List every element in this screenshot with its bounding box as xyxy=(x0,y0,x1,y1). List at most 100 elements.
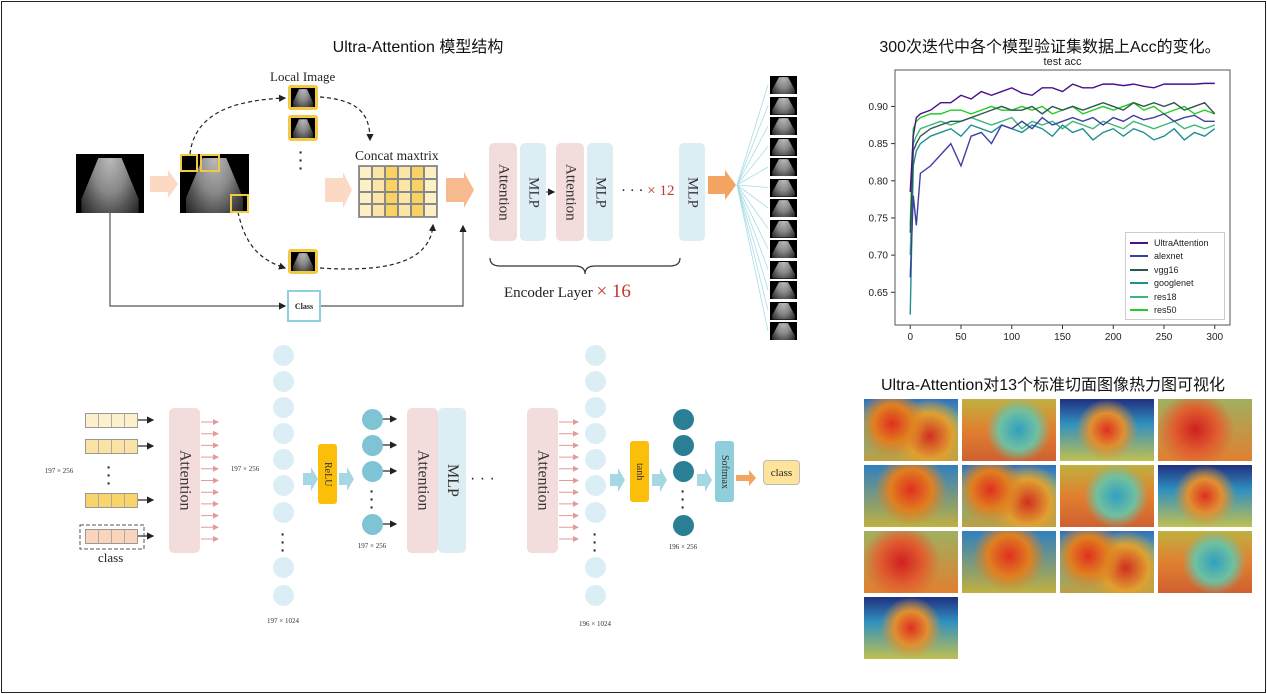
neuron xyxy=(585,449,606,470)
ellipsis-vertical: · · · xyxy=(369,483,375,515)
relu-block: ReLU xyxy=(318,444,337,504)
patch-box xyxy=(230,194,249,213)
encoder-mlp-final: MLP xyxy=(679,143,705,241)
ellipsis-vertical: · · · xyxy=(106,459,112,491)
neuron xyxy=(585,371,606,392)
fan-line xyxy=(736,184,769,188)
x-tick-label: 100 xyxy=(1003,332,1020,343)
neuron xyxy=(585,557,606,578)
legend-label: res50 xyxy=(1154,305,1177,316)
neuron xyxy=(673,435,694,456)
neuron xyxy=(673,409,694,430)
encoder-mlp-2: MLP xyxy=(587,143,613,241)
x-tick-label: 50 xyxy=(955,332,967,343)
dim-label: 196 × 256 xyxy=(668,543,698,551)
series-line-vgg16 xyxy=(909,101,1216,233)
heatmap-tile xyxy=(1059,398,1155,462)
patch-box xyxy=(180,154,198,172)
matrix-cell xyxy=(411,204,424,217)
legend-label: res18 xyxy=(1154,291,1177,302)
concat-matrix xyxy=(358,165,438,218)
fan-line xyxy=(736,184,769,332)
neuron xyxy=(362,461,383,482)
class-token-box: Class xyxy=(287,290,321,322)
matrix-cell xyxy=(398,166,411,179)
x-tick-label: 300 xyxy=(1206,332,1223,343)
heatmap-tile xyxy=(1059,464,1155,528)
legend-label: googlenet xyxy=(1154,278,1194,289)
top-diagram-connectors xyxy=(109,84,769,332)
fan-line xyxy=(736,84,769,186)
neuron xyxy=(273,502,294,523)
legend-entry: res50 xyxy=(1130,304,1220,318)
series-line-res18 xyxy=(909,116,1216,256)
x-tick-label: 0 xyxy=(907,332,913,343)
fan-line xyxy=(736,125,769,186)
patch-box xyxy=(200,154,220,172)
matrix-cell xyxy=(385,178,398,192)
neuron xyxy=(673,515,694,536)
neuron xyxy=(673,461,694,482)
local-patch-1 xyxy=(288,85,318,110)
local-patch-2 xyxy=(288,115,318,141)
attention-block-2: Attention xyxy=(407,408,438,553)
matrix-cell xyxy=(359,191,372,205)
ellipsis-vertical: · · · xyxy=(280,526,286,558)
neuron xyxy=(273,585,294,606)
output-thumbnail xyxy=(770,76,797,94)
matrix-cell xyxy=(372,204,385,217)
heatmap-tile xyxy=(863,530,959,594)
dim-label: 197 × 256 xyxy=(44,467,74,475)
matrix-cell xyxy=(411,191,424,205)
mlp-block: MLP xyxy=(438,408,466,553)
y-tick-label: 0.70 xyxy=(869,251,889,262)
matrix-cell xyxy=(359,166,372,179)
legend-label: alexnet xyxy=(1154,251,1184,262)
legend-entry: googlenet xyxy=(1130,277,1220,291)
output-thumbnail xyxy=(770,178,797,197)
output-thumbnail xyxy=(770,199,797,217)
matrix-cell xyxy=(398,204,411,217)
neuron xyxy=(362,514,383,535)
output-thumbnail xyxy=(770,260,797,279)
matrix-cell xyxy=(424,191,437,205)
fan-line xyxy=(736,184,769,250)
ellipsis-vertical: · · · xyxy=(298,144,304,176)
series-line-UltraAttention xyxy=(909,82,1215,192)
neuron xyxy=(585,502,606,523)
heatmap-tile xyxy=(863,398,959,462)
heatmap-title: Ultra-Attention对13个标准切面图像热力图可视化 xyxy=(880,377,1226,394)
matrix-cell xyxy=(385,166,398,179)
legend-entry: UltraAttention xyxy=(1130,236,1220,250)
local-patch-n xyxy=(288,249,318,274)
neuron xyxy=(585,423,606,444)
series-line-alexnet xyxy=(909,113,1215,278)
matrix-cell xyxy=(359,204,372,217)
matrix-cell xyxy=(424,204,437,217)
matrix-cell xyxy=(359,178,372,192)
neuron xyxy=(585,585,606,606)
output-class-box: class xyxy=(763,460,800,485)
legend-entry: alexnet xyxy=(1130,250,1220,264)
softmax-block: Softmax xyxy=(715,441,734,502)
output-thumbnail xyxy=(770,96,797,115)
ellipsis-horizontal: · · · xyxy=(470,470,495,487)
neuron xyxy=(273,557,294,578)
legend-swatch xyxy=(1130,268,1148,271)
x-tick-label: 150 xyxy=(1054,332,1071,343)
fan-line xyxy=(736,166,769,186)
output-thumbnail xyxy=(770,158,797,176)
neuron xyxy=(585,475,606,496)
legend-entry: vgg16 xyxy=(1130,263,1220,277)
fan-line xyxy=(736,184,769,209)
neuron xyxy=(362,409,383,430)
y-tick-label: 0.65 xyxy=(869,288,889,299)
token-row xyxy=(85,413,138,428)
output-thumbnail xyxy=(770,219,797,238)
fan-line xyxy=(736,146,769,186)
matrix-cell xyxy=(398,191,411,205)
fan-line xyxy=(736,184,769,311)
class-token-label: class xyxy=(98,550,124,565)
output-thumbnail xyxy=(770,281,797,299)
legend-swatch xyxy=(1130,255,1148,258)
